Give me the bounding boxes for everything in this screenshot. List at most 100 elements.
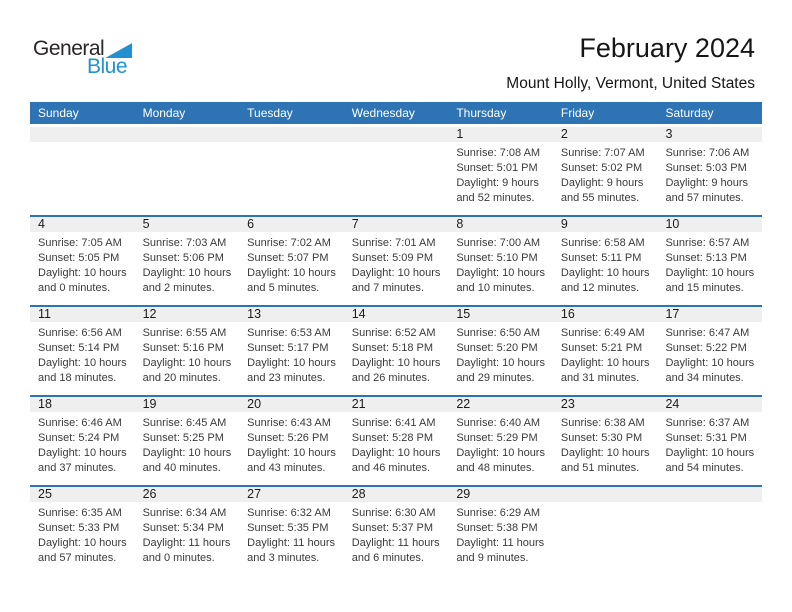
page-subtitle: Mount Holly, Vermont, United States: [506, 75, 755, 92]
day-cell: 22 Sunrise: 6:40 AM Sunset: 5:29 PM Dayligh…: [448, 397, 553, 485]
day-cell: 19 Sunrise: 6:45 AM Sunset: 5:25 PM Dayligh…: [134, 397, 240, 485]
sunset-text: Sunset: 5:17 PM: [247, 342, 329, 354]
day-cell: 18 Sunrise: 6:46 AM Sunset: 5:24 PM Dayligh…: [30, 397, 135, 485]
day-details: Sunrise: 6:35 AM Sunset: 5:33 PM Daylight:…: [30, 502, 135, 566]
day-number: 21: [343, 397, 449, 412]
sunrise-text: Sunrise: 7:08 AM: [456, 147, 541, 159]
sunrise-text: Sunrise: 6:37 AM: [665, 417, 750, 429]
day-details: Sunrise: 6:57 AM Sunset: 5:13 PM Daylight:…: [657, 232, 762, 296]
day-number: 27: [239, 487, 344, 502]
sunrise-text: Sunrise: 7:06 AM: [665, 147, 750, 159]
day-details: Sunrise: 6:55 AM Sunset: 5:16 PM Daylight:…: [135, 322, 240, 386]
sunset-text: Sunset: 5:34 PM: [142, 522, 224, 534]
sunrise-text: Sunrise: 7:02 AM: [247, 237, 331, 249]
day-cell: 21 Sunrise: 6:41 AM Sunset: 5:28 PM Dayligh…: [343, 397, 449, 485]
daylight-text: Daylight: 10 hours and 18 minutes.: [38, 357, 127, 384]
sunset-text: Sunset: 5:11 PM: [560, 252, 642, 264]
sunrise-text: Sunrise: 6:46 AM: [38, 417, 122, 429]
daylight-text: Daylight: 10 hours and 40 minutes.: [142, 447, 232, 474]
day-number: 28: [343, 487, 449, 502]
sunrise-text: Sunrise: 6:41 AM: [351, 417, 436, 429]
daylight-text: Daylight: 10 hours and 37 minutes.: [38, 447, 127, 474]
weekday-header-friday: Friday: [560, 106, 595, 120]
day-details: Sunrise: 7:07 AM Sunset: 5:02 PM Daylight:…: [553, 142, 658, 206]
weekday-header-tuesday: Tuesday: [247, 106, 293, 120]
day-number: 25: [30, 487, 135, 502]
sunset-text: Sunset: 5:33 PM: [38, 522, 120, 534]
sunrise-text: Sunrise: 6:32 AM: [247, 507, 331, 519]
daylight-text: Daylight: 10 hours and 26 minutes.: [351, 357, 441, 384]
daylight-text: Daylight: 11 hours and 3 minutes.: [247, 537, 336, 564]
sunset-text: Sunset: 5:21 PM: [560, 342, 643, 354]
day-cell: 14 Sunrise: 6:52 AM Sunset: 5:18 PM Dayligh…: [343, 307, 449, 395]
daylight-text: Daylight: 10 hours and 46 minutes.: [351, 447, 441, 474]
daylight-text: Daylight: 10 hours and 57 minutes.: [38, 537, 127, 564]
day-details: Sunrise: 7:08 AM Sunset: 5:01 PM Daylight:…: [448, 142, 553, 206]
day-details: Sunrise: 6:46 AM Sunset: 5:24 PM Daylight:…: [30, 412, 135, 476]
sunrise-text: Sunrise: 6:58 AM: [560, 237, 645, 249]
sunrise-text: Sunrise: 7:01 AM: [351, 237, 436, 249]
day-cell: 3 Sunrise: 7:06 AM Sunset: 5:03 PM Daylight…: [657, 127, 763, 215]
weekday-header-monday: Monday: [142, 106, 186, 120]
sunset-text: Sunset: 5:16 PM: [142, 342, 224, 354]
sunset-text: Sunset: 5:09 PM: [351, 252, 434, 264]
day-number: 23: [552, 397, 658, 412]
sunset-text: Sunset: 5:14 PM: [38, 342, 120, 354]
day-cell: 12 Sunrise: 6:55 AM Sunset: 5:16 PM Dayligh…: [134, 307, 240, 395]
day-details: Sunrise: 6:40 AM Sunset: 5:29 PM Daylight:…: [448, 412, 553, 476]
day-cell: 20 Sunrise: 6:43 AM Sunset: 5:26 PM Dayligh…: [239, 397, 344, 485]
day-number: [30, 127, 135, 142]
day-number: 10: [657, 217, 763, 232]
sunrise-text: Sunrise: 6:45 AM: [142, 417, 227, 429]
sunrise-text: Sunrise: 6:43 AM: [247, 417, 331, 429]
daylight-text: Daylight: 9 hours and 57 minutes.: [665, 177, 749, 204]
sunrise-text: Sunrise: 7:03 AM: [142, 237, 227, 249]
day-number: 14: [343, 307, 449, 322]
weekday-header-row: Sunday Monday Tuesday Wednesday Thursday…: [30, 102, 762, 124]
sunrise-text: Sunrise: 6:30 AM: [351, 507, 436, 519]
sunset-text: Sunset: 5:29 PM: [456, 432, 538, 444]
day-number: 29: [448, 487, 553, 502]
day-number: [239, 127, 344, 142]
sunrise-text: Sunrise: 6:29 AM: [456, 507, 541, 519]
day-cell: 5 Sunrise: 7:03 AM Sunset: 5:06 PM Daylight…: [134, 217, 240, 305]
empty-day-cell: [552, 487, 658, 575]
day-details: Sunrise: 6:43 AM Sunset: 5:26 PM Daylight:…: [239, 412, 344, 476]
day-cell: 17 Sunrise: 6:47 AM Sunset: 5:22 PM Dayligh…: [657, 307, 763, 395]
day-details: Sunrise: 7:05 AM Sunset: 5:05 PM Daylight:…: [30, 232, 135, 296]
day-details: Sunrise: 7:00 AM Sunset: 5:10 PM Daylight:…: [448, 232, 553, 296]
day-number: [343, 127, 449, 142]
weekday-header-saturday: Saturday: [665, 106, 714, 120]
day-number: 16: [552, 307, 658, 322]
day-cell: 15 Sunrise: 6:50 AM Sunset: 5:20 PM Dayligh…: [448, 307, 553, 395]
day-details: Sunrise: 6:34 AM Sunset: 5:34 PM Daylight:…: [135, 502, 240, 566]
day-details: Sunrise: 6:37 AM Sunset: 5:31 PM Daylight:…: [657, 412, 762, 476]
daylight-text: Daylight: 10 hours and 23 minutes.: [247, 357, 336, 384]
day-cell: 1 Sunrise: 7:08 AM Sunset: 5:01 PM Daylight…: [448, 127, 553, 215]
calendar-table: Sunday Monday Tuesday Wednesday Thursday…: [30, 102, 763, 575]
sunset-text: Sunset: 5:37 PM: [351, 522, 434, 534]
sunrise-text: Sunrise: 6:53 AM: [247, 327, 331, 339]
sunset-text: Sunset: 5:26 PM: [247, 432, 329, 444]
day-details: Sunrise: 6:30 AM Sunset: 5:37 PM Daylight:…: [344, 502, 449, 566]
day-details: Sunrise: 6:50 AM Sunset: 5:20 PM Daylight:…: [448, 322, 553, 386]
logo-text-blue: Blue: [87, 55, 128, 78]
sunrise-text: Sunrise: 7:05 AM: [38, 237, 122, 249]
sunset-text: Sunset: 5:07 PM: [247, 252, 329, 264]
daylight-text: Daylight: 10 hours and 31 minutes.: [560, 357, 650, 384]
day-details: Sunrise: 7:01 AM Sunset: 5:09 PM Daylight:…: [344, 232, 449, 296]
sunset-text: Sunset: 5:01 PM: [456, 162, 538, 174]
sunrise-text: Sunrise: 6:49 AM: [560, 327, 645, 339]
weekday-header-wednesday: Wednesday: [351, 106, 415, 120]
week-row: 1 Sunrise: 7:08 AM Sunset: 5:01 PM Daylight…: [30, 127, 763, 215]
day-number: 15: [448, 307, 553, 322]
sunrise-text: Sunrise: 6:57 AM: [665, 237, 750, 249]
sunrise-text: Sunrise: 6:40 AM: [456, 417, 541, 429]
sunrise-text: Sunrise: 6:50 AM: [456, 327, 541, 339]
day-number: 7: [343, 217, 449, 232]
sunset-text: Sunset: 5:13 PM: [665, 252, 747, 264]
day-details: Sunrise: 7:03 AM Sunset: 5:06 PM Daylight:…: [135, 232, 240, 296]
daylight-text: Daylight: 10 hours and 54 minutes.: [665, 447, 755, 474]
sunrise-text: Sunrise: 6:35 AM: [38, 507, 122, 519]
weekday-header-thursday: Thursday: [456, 106, 507, 120]
